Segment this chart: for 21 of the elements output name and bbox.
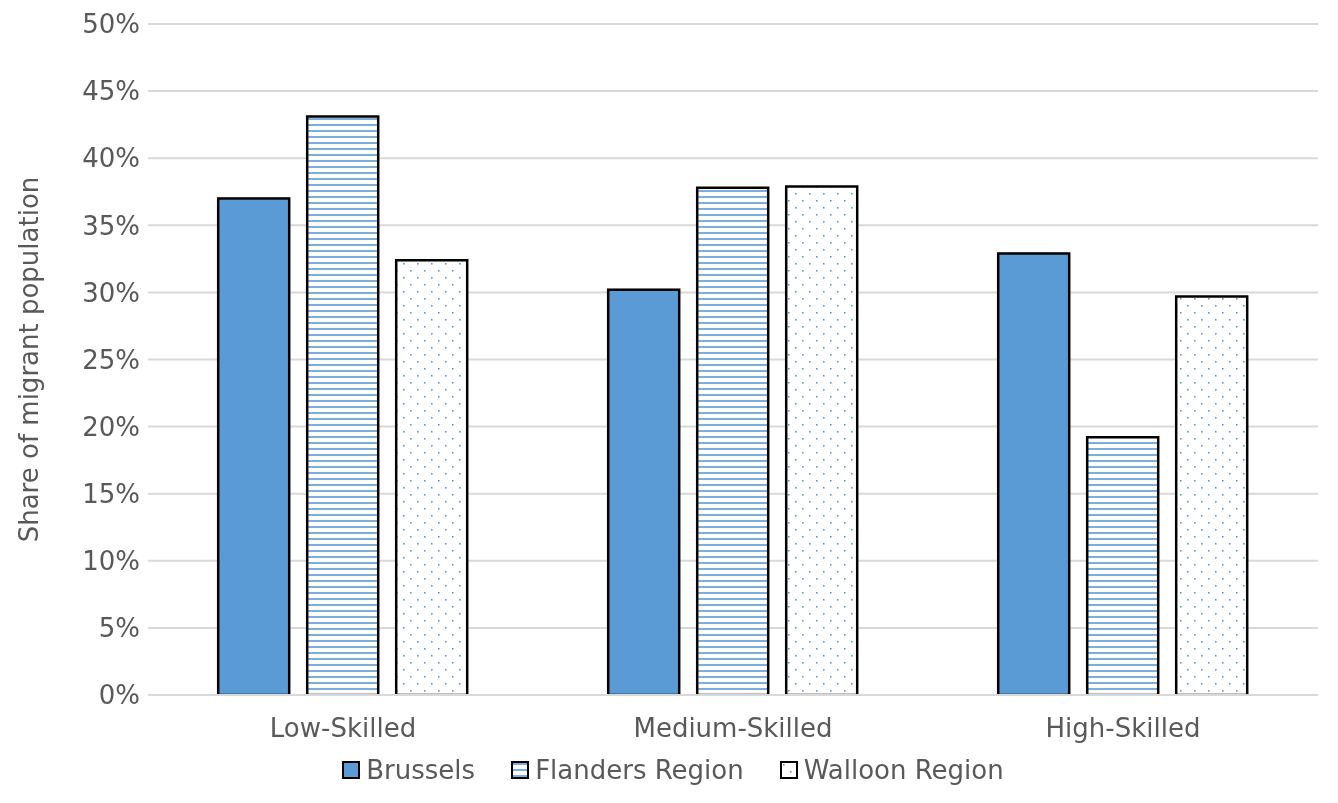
y-tick-label: 20%: [82, 411, 140, 442]
y-tick-label: 50%: [82, 9, 140, 40]
bar: [996, 252, 1071, 695]
x-tick-label: High-Skilled: [1045, 713, 1201, 744]
y-axis-title: Share of migrant population: [14, 176, 45, 543]
y-tick-label: 30%: [82, 277, 140, 308]
legend-label: Walloon Region: [802, 755, 1004, 785]
y-tick-label: 5%: [98, 613, 140, 644]
legend-label: Flanders Region: [534, 755, 744, 785]
bar: [216, 197, 291, 695]
x-tick-label: Medium-Skilled: [633, 713, 833, 744]
y-tick-label: 45%: [82, 76, 140, 107]
y-tick-label: 15%: [82, 478, 140, 509]
x-tick-label: Low-Skilled: [269, 713, 417, 744]
y-tick-label: 25%: [82, 344, 140, 375]
legend-label: Brussels: [365, 755, 476, 785]
y-tick-label: 10%: [82, 546, 140, 577]
y-tick-label: 40%: [82, 143, 140, 174]
bar: [606, 288, 681, 695]
y-tick-label: 35%: [82, 210, 140, 241]
y-tick-label: 0%: [98, 680, 140, 711]
